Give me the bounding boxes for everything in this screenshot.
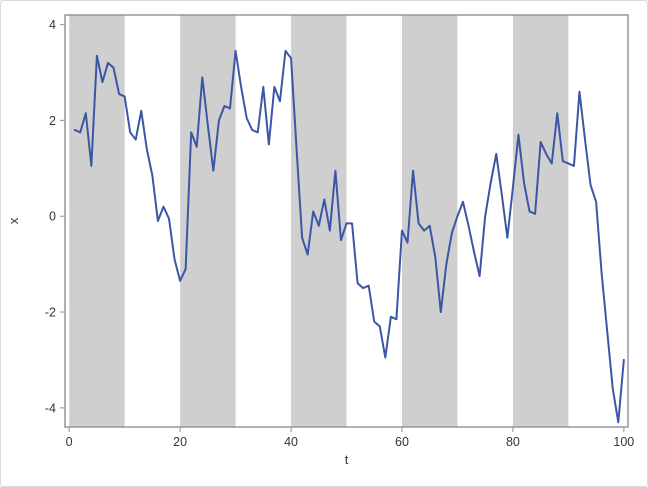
block-band	[512, 15, 569, 427]
block-band	[291, 15, 347, 427]
block-band	[402, 15, 458, 427]
axis-ticks	[60, 24, 625, 432]
y-tick-label: -2	[45, 306, 56, 320]
block-band	[69, 15, 125, 427]
y-tick-label: 4	[49, 18, 56, 32]
x-tick-label: 80	[506, 435, 520, 449]
y-tick-label: 2	[49, 114, 56, 128]
tick-labels: 420-2-40 20 40 60 80 100	[45, 18, 634, 449]
x-tick-label: 40	[284, 435, 298, 449]
x-tick-label: 60	[395, 435, 409, 449]
y-tick-label: 0	[49, 210, 56, 224]
x-tick-label: 0	[66, 435, 73, 449]
y-axis-label: x	[6, 217, 21, 224]
x-tick-label: 20	[173, 435, 187, 449]
block-band	[180, 15, 236, 427]
plot-frame	[64, 14, 629, 428]
series-line	[73, 49, 625, 424]
y-tick-label: -4	[45, 401, 56, 415]
block-bands	[69, 15, 569, 427]
x-tick-label: 100	[613, 435, 634, 449]
series-x	[73, 49, 625, 424]
x-axis-label: t	[345, 452, 349, 467]
